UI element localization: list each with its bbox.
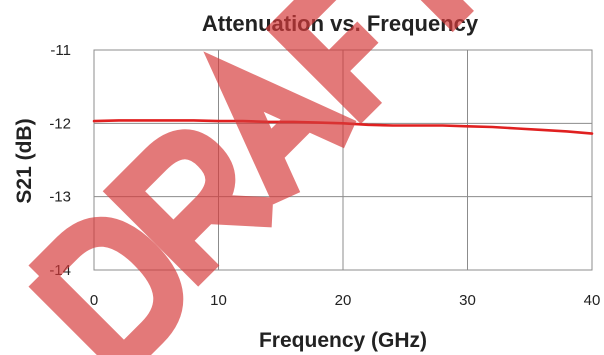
x-tick-label: 10 — [210, 292, 227, 309]
x-tick-label: 40 — [584, 292, 601, 309]
watermark-letter-d — [28, 216, 184, 355]
y-tick-label: -11 — [50, 42, 71, 59]
x-tick-label: 0 — [90, 292, 98, 309]
x-tick-label: 30 — [459, 292, 476, 309]
y-axis-title: S21 (dB) — [13, 118, 36, 203]
x-axis-title: Frequency (GHz) — [259, 329, 427, 352]
watermark-letter-f — [265, 0, 383, 125]
draft-watermark — [28, 0, 474, 355]
draft-watermark-letters — [28, 0, 474, 355]
watermark-letter-a — [203, 51, 357, 205]
y-tick-label: -12 — [49, 115, 71, 132]
watermark-letter-t — [336, 0, 474, 33]
y-tick-label: -13 — [49, 189, 71, 206]
watermark-letter-r — [102, 129, 274, 287]
x-tick-label: 20 — [335, 292, 352, 309]
chart-title: Attenuation vs. Frequency — [202, 11, 479, 36]
